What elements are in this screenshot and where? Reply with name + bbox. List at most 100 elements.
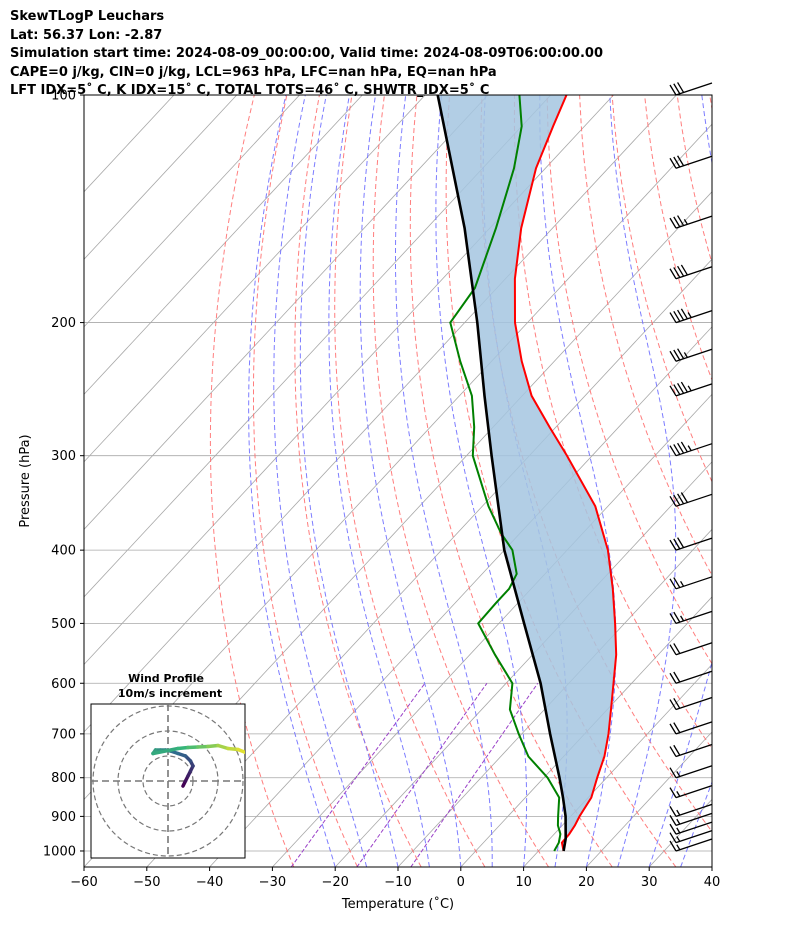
wind-barb-staff — [675, 785, 713, 799]
moist-adiabat-line — [711, 865, 712, 867]
y-axis-title: Pressure (hPa) — [18, 434, 33, 527]
wind-barb-flag — [673, 83, 681, 95]
moist-adiabat-line — [299, 95, 399, 867]
location-coordinates: Lat: 56.37 Lon: -2.87 — [10, 27, 163, 43]
wind-barb-staff — [675, 812, 713, 827]
wind-barb-staff — [675, 383, 713, 397]
y-tick-label: 900 — [51, 810, 76, 825]
wind-barb-flag — [677, 82, 685, 93]
wind-barb-flag — [673, 349, 681, 361]
wind-barb — [669, 642, 713, 656]
wind-barb-flag — [677, 493, 685, 505]
wind-barb-staff — [675, 670, 713, 684]
wind-barb-staff — [675, 610, 713, 625]
moist-adiabat-line — [248, 95, 336, 867]
wind-barb-flag — [673, 384, 681, 395]
wind-barb-flag — [669, 268, 677, 280]
stability-indices: LFT IDX=5˚ C, K IDX=15˚ C, TOTAL TOTS=46… — [10, 83, 490, 98]
wind-barb-staff — [675, 443, 713, 457]
isotherm-line — [272, 393, 712, 867]
wind-barb-half-flag — [680, 580, 685, 587]
y-tick-label: 400 — [51, 544, 76, 559]
wind-barb-flag — [673, 643, 681, 654]
wind-barb-flag — [680, 264, 688, 276]
wind-barb-flag — [669, 157, 677, 169]
hodograph-title: Wind Profile — [128, 672, 204, 685]
hodograph-segment — [236, 747, 245, 755]
y-tick-label: 500 — [51, 617, 76, 632]
x-tick-label: 0 — [457, 875, 465, 890]
wind-barb-half-flag — [687, 445, 692, 451]
wind-barb-staff — [675, 266, 713, 280]
wind-barb-flag — [669, 644, 677, 656]
dry-adiabat-line — [644, 95, 712, 382]
x-tick-label: 30 — [641, 875, 658, 890]
wind-barb-staff — [675, 493, 713, 507]
dry-adiabat-line — [253, 95, 358, 867]
wind-barb — [669, 215, 713, 229]
wind-barb-flag — [669, 312, 677, 323]
x-tick-label: −10 — [384, 875, 411, 890]
wind-barb-flag — [673, 310, 681, 322]
wind-barb-flag — [673, 577, 681, 588]
moist-adiabat-line — [648, 95, 712, 867]
wind-barb-flag — [673, 697, 681, 709]
wind-barb — [669, 765, 713, 779]
isotherm-line — [397, 528, 712, 867]
wind-barb — [669, 721, 713, 735]
wind-barb-flag — [673, 671, 681, 683]
isotherm-line — [648, 798, 712, 867]
y-tick-label: 200 — [51, 316, 76, 331]
moist-adiabat-line — [328, 95, 430, 867]
mixing-ratio-line — [410, 683, 539, 867]
mixing-ratio-line — [356, 683, 488, 867]
wind-barb-flag — [669, 578, 677, 590]
y-tick-label: 800 — [51, 771, 76, 786]
isotherm-line — [84, 95, 238, 260]
wind-barb-flag — [673, 156, 681, 168]
wind-barb-staff — [675, 642, 713, 656]
wind-barb-flag — [669, 445, 677, 457]
wind-barb — [669, 576, 713, 590]
wind-barb-half-flag — [676, 836, 681, 842]
dry-adiabat-line — [709, 95, 712, 112]
wind-barb-flag — [677, 537, 685, 548]
wind-barb-staff — [675, 696, 713, 711]
wind-barb-flag — [673, 494, 681, 506]
wind-barb — [669, 610, 713, 625]
hodograph-inset: Wind Profile 10m/s increment — [90, 672, 246, 859]
wind-barb-flag — [669, 495, 677, 507]
simulation-times: Simulation start time: 2024-08-09_00:00:… — [10, 46, 603, 61]
wind-barb-half-flag — [687, 312, 692, 318]
wind-barb-flag — [669, 787, 677, 798]
wind-barb-flag — [669, 832, 677, 844]
isotherm-line — [334, 461, 712, 867]
wind-barbs — [669, 82, 713, 852]
wind-barb-flag — [669, 746, 677, 757]
wind-barb-half-flag — [676, 827, 681, 834]
wind-barb-flag — [680, 441, 688, 453]
wind-barb — [669, 348, 713, 362]
chart-header: SkewTLogP Leuchars Lat: 56.37 Lon: -2.87… — [10, 8, 603, 101]
wind-barb-staff — [675, 309, 713, 324]
wind-barb-staff — [675, 743, 713, 758]
moist-adiabat-line — [359, 95, 462, 867]
wind-barb — [669, 537, 713, 551]
wind-barb-half-flag — [676, 791, 681, 797]
y-tick-label: 100 — [51, 89, 76, 104]
wind-barb-flag — [677, 309, 685, 321]
x-tick-label: 40 — [704, 875, 721, 890]
wind-barb-flag — [673, 267, 681, 278]
parcel-profile-line — [436, 95, 568, 852]
isotherm-line — [84, 95, 300, 328]
wind-barb-flag — [673, 444, 681, 455]
wind-barb-half-flag — [676, 844, 681, 851]
wind-barb-flag — [673, 216, 681, 228]
wind-barb — [669, 670, 713, 684]
dry-adiabat-line — [294, 95, 422, 867]
y-tick-label: 700 — [51, 727, 76, 742]
wind-barb-flag — [669, 613, 677, 624]
dry-adiabat-line — [209, 95, 295, 867]
wind-barb-staff — [675, 537, 713, 551]
wind-barb-half-flag — [676, 818, 681, 825]
